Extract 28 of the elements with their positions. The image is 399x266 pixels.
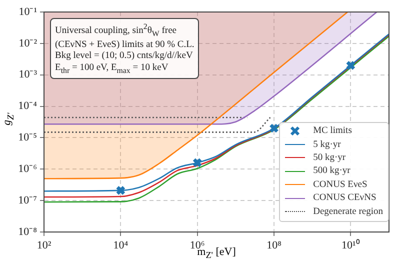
y-tick-label: 10⁻⁴ [18, 100, 38, 112]
x-tick-label: 10² [36, 239, 52, 252]
legend-label: 5 kg·yr [313, 140, 341, 150]
y-tick-label: 10⁻¹ [18, 6, 37, 18]
legend-label: 500 kg·yr [313, 166, 350, 176]
y-tick-label: 10⁻² [18, 37, 38, 50]
point [269, 123, 279, 134]
legend-label: CONUS EνeS [313, 180, 368, 190]
point [192, 158, 202, 168]
y-tick-label: 10⁻⁷ [18, 194, 38, 206]
point [116, 186, 126, 196]
legend-label: Degenerate region [313, 206, 383, 217]
y-tick-label: 10⁻³ [18, 68, 38, 81]
x-tick-label: 10⁶ [190, 239, 205, 252]
annotation: E$_{thr}$ = 100 eV, E$_{max}$ = 10 keV [55, 62, 170, 76]
x-tick-label: 10¹⁰ [342, 238, 360, 252]
annotation: Universal coupling, sin$^{2}$θ$_{W}$ free [55, 21, 178, 40]
annotation: Bkg level = (10; 0.5) cnts/kg/d//keV [55, 51, 194, 63]
annotation: (CEνNS + EνeS) limits at 90 % C.L. [55, 40, 194, 51]
point [346, 60, 356, 70]
x-tick-label: 10⁴ [113, 239, 128, 252]
y-tick-label: 10⁻⁵ [18, 132, 38, 144]
legend-label: 50 kg·yr [313, 152, 346, 163]
legend-label: MC limits [313, 126, 352, 136]
x-tick-label: 10⁸ [266, 239, 282, 252]
y-tick-label: 10⁻⁸ [18, 226, 38, 238]
legend-label: CONUS CEνNS [313, 193, 376, 204]
y-tick-label: 10⁻⁶ [18, 163, 38, 176]
